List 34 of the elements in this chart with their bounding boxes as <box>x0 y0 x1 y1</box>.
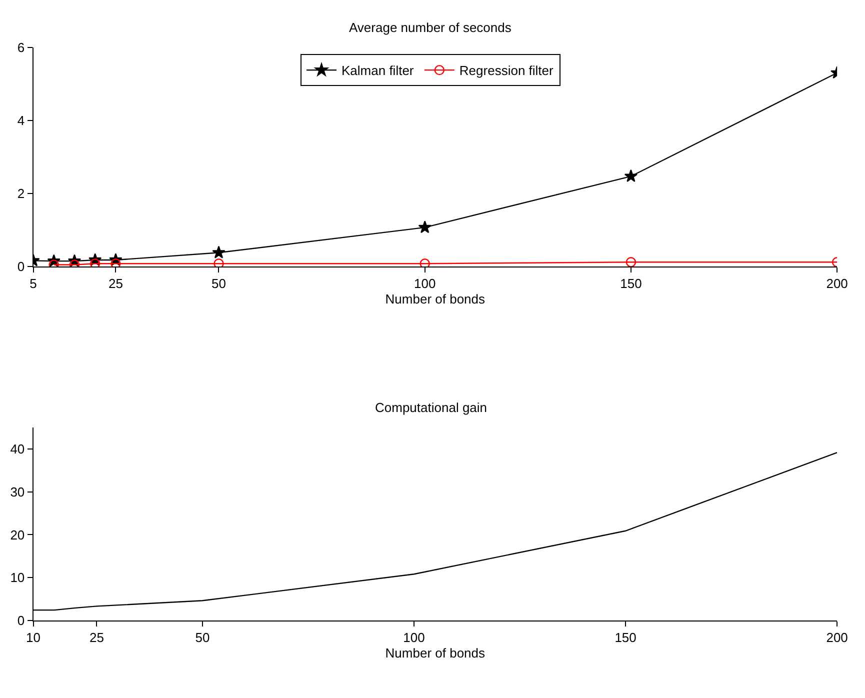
x-tick-label: 25 <box>89 630 104 645</box>
point <box>214 258 224 267</box>
chart-title: Computational gain <box>375 400 488 415</box>
x-tick-label: 200 <box>826 276 848 292</box>
point <box>212 246 226 258</box>
x-axis-title: Number of bonds <box>385 292 486 307</box>
y-tick-label: 10 <box>10 570 25 586</box>
x-tick-label: 150 <box>620 276 642 292</box>
point <box>418 220 432 234</box>
x-tick-label: 100 <box>403 630 425 645</box>
y-tick-label: 40 <box>10 442 25 457</box>
point <box>626 257 636 267</box>
x-axis-title: Number of bonds <box>385 646 486 661</box>
point <box>90 258 100 267</box>
x-tick-label: 50 <box>212 276 226 292</box>
point <box>624 169 638 182</box>
legend-label: Regression filter <box>459 63 554 78</box>
y-tick-label: 0 <box>17 259 25 274</box>
y-tick-label: 0 <box>17 612 25 628</box>
y-tick-label: 30 <box>10 484 25 500</box>
x-tick-label: 25 <box>108 276 123 292</box>
x-tick-label: 200 <box>826 630 848 645</box>
x-tick-label: 150 <box>614 630 636 645</box>
chart-title: Average number of seconds <box>349 20 512 35</box>
legend-label: Kalman filter <box>342 63 414 78</box>
point <box>110 258 121 267</box>
point <box>420 258 430 267</box>
x-tick-label: 5 <box>30 276 37 292</box>
x-tick-label: 100 <box>414 276 436 292</box>
y-tick-label: 2 <box>17 186 25 202</box>
y-tick-label: 6 <box>17 40 25 55</box>
x-tick-label: 50 <box>195 630 210 645</box>
y-tick-label: 4 <box>17 112 25 128</box>
y-tick-label: 20 <box>10 527 25 542</box>
